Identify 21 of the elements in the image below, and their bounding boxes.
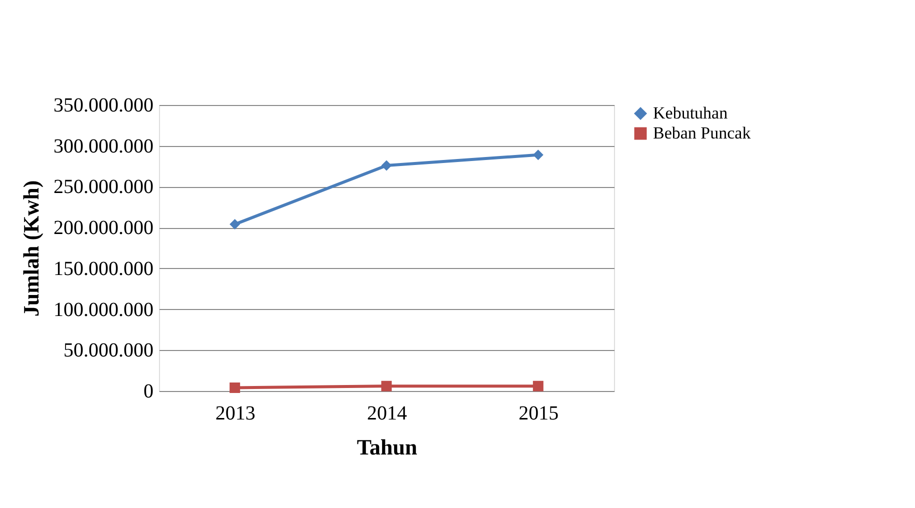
point (532, 380, 544, 392)
y-tick-label: 200.000.000 (54, 217, 154, 240)
point (381, 160, 392, 171)
x-axis-title: Tahun (356, 434, 418, 460)
x-tick-label: 2013 (215, 402, 256, 424)
legend-label: Beban Puncak (653, 124, 752, 142)
y-tick-label: 350.000.000 (54, 94, 154, 116)
y-tick-label: 0 (144, 380, 154, 402)
y-tick-label: 150.000.000 (54, 258, 154, 280)
y-axis-title: Jumlah (Kwh) (18, 180, 44, 317)
point (230, 382, 240, 393)
x-tick-label: 2014 (367, 402, 407, 424)
y-tick-label: 50.000.000 (64, 340, 154, 362)
y-tick-label: 300.000.000 (54, 135, 154, 158)
legend-label: Kebutuhan (653, 104, 728, 122)
point (381, 380, 392, 392)
y-tick-label: 100.000.000 (54, 298, 154, 321)
x-tick-label: 2015 (518, 402, 559, 424)
y-tick-label: 250.000.000 (54, 176, 154, 198)
point (230, 219, 240, 230)
point (532, 150, 544, 160)
